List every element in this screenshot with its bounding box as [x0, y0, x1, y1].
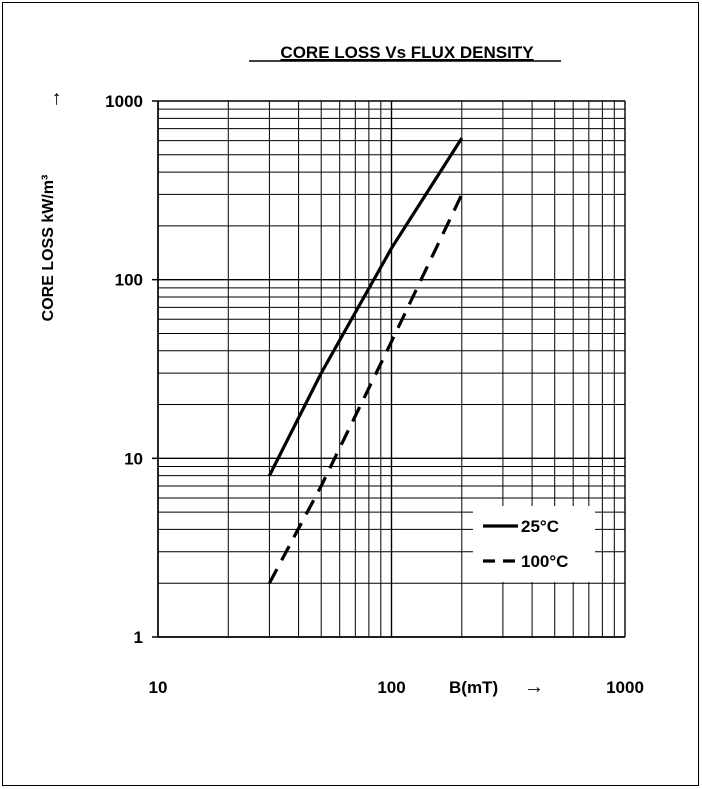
y-tick-label: 100 — [115, 271, 143, 290]
legend-label: 100°C — [521, 552, 568, 571]
chart-plot: CORE LOSS Vs FLUX DENSITY 1 10 100 1000 10 10… — [40, 43, 644, 698]
series-line-100c — [267, 193, 464, 584]
legend-label: 25°C — [521, 517, 559, 536]
y-axis-arrow: → — [43, 89, 65, 109]
y-tick-label: 1000 — [105, 92, 143, 111]
x-tick-label: 1000 — [606, 678, 644, 697]
x-tick-label: 100 — [377, 678, 405, 697]
x-axis-label: B(mT) — [449, 678, 498, 697]
chart-title: CORE LOSS Vs FLUX DENSITY — [280, 43, 534, 62]
x-tick-label: 10 — [149, 678, 168, 697]
y-tick-label: 1 — [134, 628, 143, 647]
y-axis-label: CORE LOSS kW/m³ — [40, 175, 57, 322]
series-line-25c — [267, 137, 464, 477]
y-tick-label: 10 — [124, 449, 143, 468]
chart-axes: 1 10 100 1000 10 100 1000 — [105, 92, 644, 697]
chart-series — [267, 137, 464, 584]
legend-box — [473, 506, 595, 582]
x-axis-arrow: → — [524, 676, 544, 698]
chart-legend: 25°C 100°C — [473, 506, 595, 582]
